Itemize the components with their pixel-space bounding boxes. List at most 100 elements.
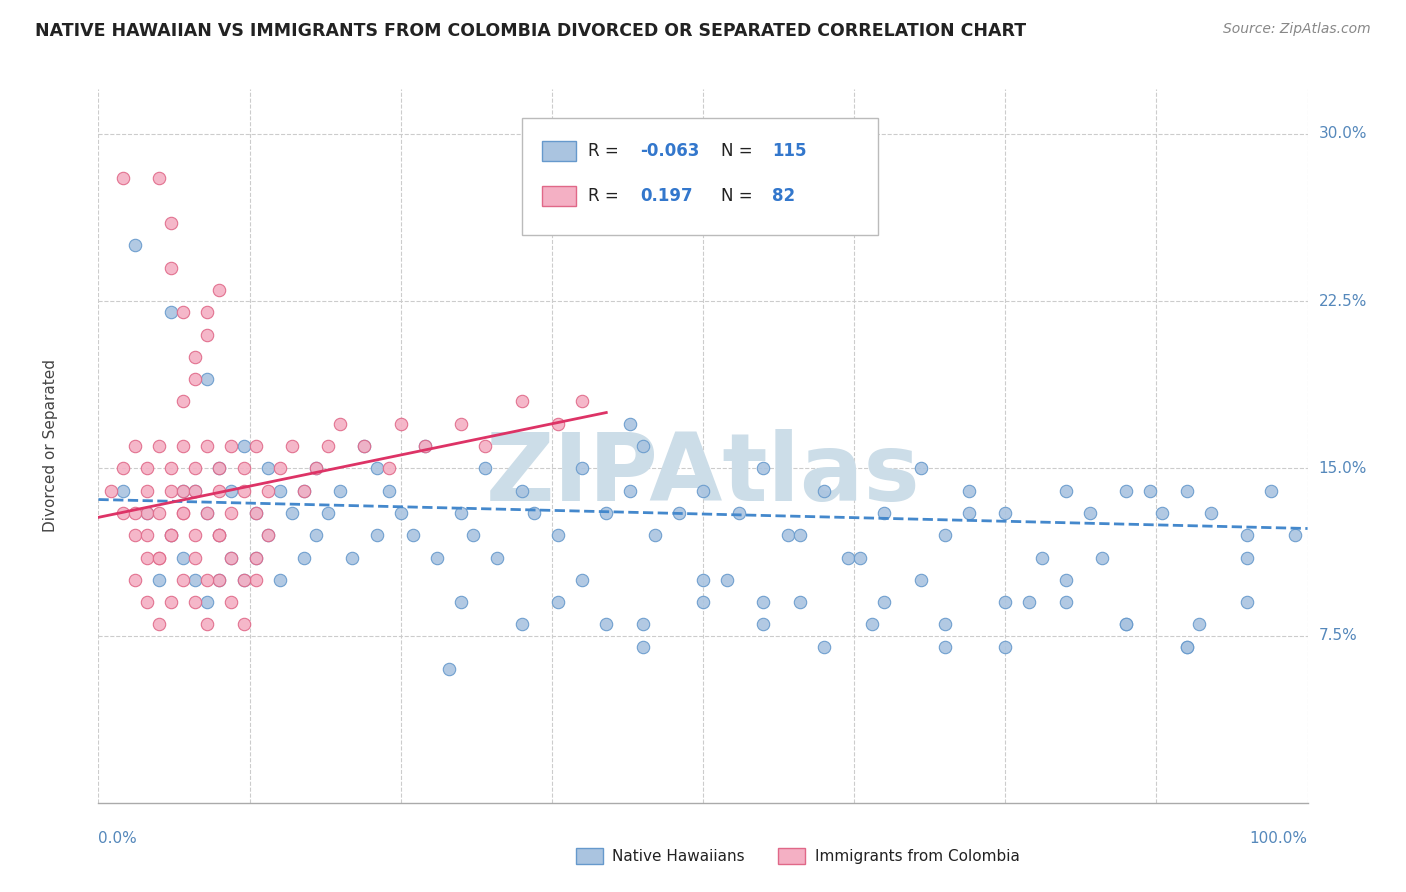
Point [172, 394, 194, 409]
Point [184, 573, 207, 587]
Point [510, 483, 533, 498]
Point [245, 550, 267, 565]
Point [256, 483, 278, 498]
Point [437, 662, 460, 676]
Text: R =: R = [588, 143, 624, 161]
FancyBboxPatch shape [522, 118, 879, 235]
Point [232, 617, 254, 632]
Point [752, 595, 775, 609]
Point [1115, 617, 1137, 632]
Point [135, 483, 157, 498]
Point [221, 483, 243, 498]
Point [994, 640, 1017, 654]
Point [1091, 550, 1114, 565]
Point [510, 394, 533, 409]
Point [124, 573, 146, 587]
Point [1199, 506, 1222, 520]
Point [232, 573, 254, 587]
Point [994, 506, 1017, 520]
Point [776, 528, 799, 542]
Point [813, 483, 835, 498]
Point [208, 461, 231, 475]
Point [172, 439, 194, 453]
Point [1115, 483, 1137, 498]
Text: R =: R = [588, 187, 624, 205]
Point [353, 439, 375, 453]
Point [813, 640, 835, 654]
Point [523, 506, 546, 520]
Point [232, 573, 254, 587]
Text: ZIPAtlas: ZIPAtlas [485, 428, 921, 521]
Point [172, 483, 194, 498]
Point [353, 439, 375, 453]
Point [1236, 528, 1258, 542]
FancyBboxPatch shape [576, 848, 603, 864]
Point [1031, 550, 1053, 565]
Point [135, 595, 157, 609]
Point [135, 528, 157, 542]
Point [221, 550, 243, 565]
Point [716, 194, 738, 208]
Point [148, 171, 170, 186]
Point [208, 461, 231, 475]
Text: 15.0%: 15.0% [1319, 461, 1367, 475]
Point [148, 506, 170, 520]
Point [389, 417, 412, 431]
Point [1139, 483, 1161, 498]
Point [148, 550, 170, 565]
Text: 30.0%: 30.0% [1319, 127, 1367, 141]
Point [752, 461, 775, 475]
Text: NATIVE HAWAIIAN VS IMMIGRANTS FROM COLOMBIA DIVORCED OR SEPARATED CORRELATION CH: NATIVE HAWAIIAN VS IMMIGRANTS FROM COLOM… [35, 22, 1026, 40]
Text: 0.0%: 0.0% [98, 831, 138, 847]
FancyBboxPatch shape [778, 848, 804, 864]
Point [269, 483, 291, 498]
Point [413, 439, 436, 453]
Point [184, 461, 207, 475]
Point [184, 350, 207, 364]
Point [342, 550, 364, 565]
Point [184, 483, 207, 498]
Text: Immigrants from Colombia: Immigrants from Colombia [815, 849, 1021, 863]
Point [571, 461, 593, 475]
Point [208, 528, 231, 542]
Point [994, 595, 1017, 609]
Point [221, 550, 243, 565]
Text: 7.5%: 7.5% [1319, 628, 1357, 643]
Point [195, 305, 218, 319]
Point [789, 528, 811, 542]
Point [184, 595, 207, 609]
Point [281, 439, 304, 453]
Point [1236, 550, 1258, 565]
Point [148, 439, 170, 453]
Point [111, 483, 134, 498]
Point [124, 439, 146, 453]
Point [184, 372, 207, 386]
Point [305, 528, 328, 542]
Point [208, 573, 231, 587]
Point [450, 595, 472, 609]
Point [184, 528, 207, 542]
Point [1175, 640, 1198, 654]
Point [256, 528, 278, 542]
Point [873, 506, 896, 520]
Point [957, 506, 980, 520]
Point [474, 461, 496, 475]
Point [571, 573, 593, 587]
Point [100, 483, 122, 498]
Point [474, 439, 496, 453]
Point [148, 617, 170, 632]
Point [1054, 483, 1077, 498]
Point [595, 506, 617, 520]
Point [329, 417, 352, 431]
Point [160, 483, 183, 498]
Text: Source: ZipAtlas.com: Source: ZipAtlas.com [1223, 22, 1371, 37]
Point [849, 550, 872, 565]
Point [245, 550, 267, 565]
Point [547, 417, 569, 431]
Point [208, 483, 231, 498]
Point [366, 461, 388, 475]
Point [245, 506, 267, 520]
Point [1188, 617, 1211, 632]
Point [1236, 595, 1258, 609]
Point [510, 617, 533, 632]
